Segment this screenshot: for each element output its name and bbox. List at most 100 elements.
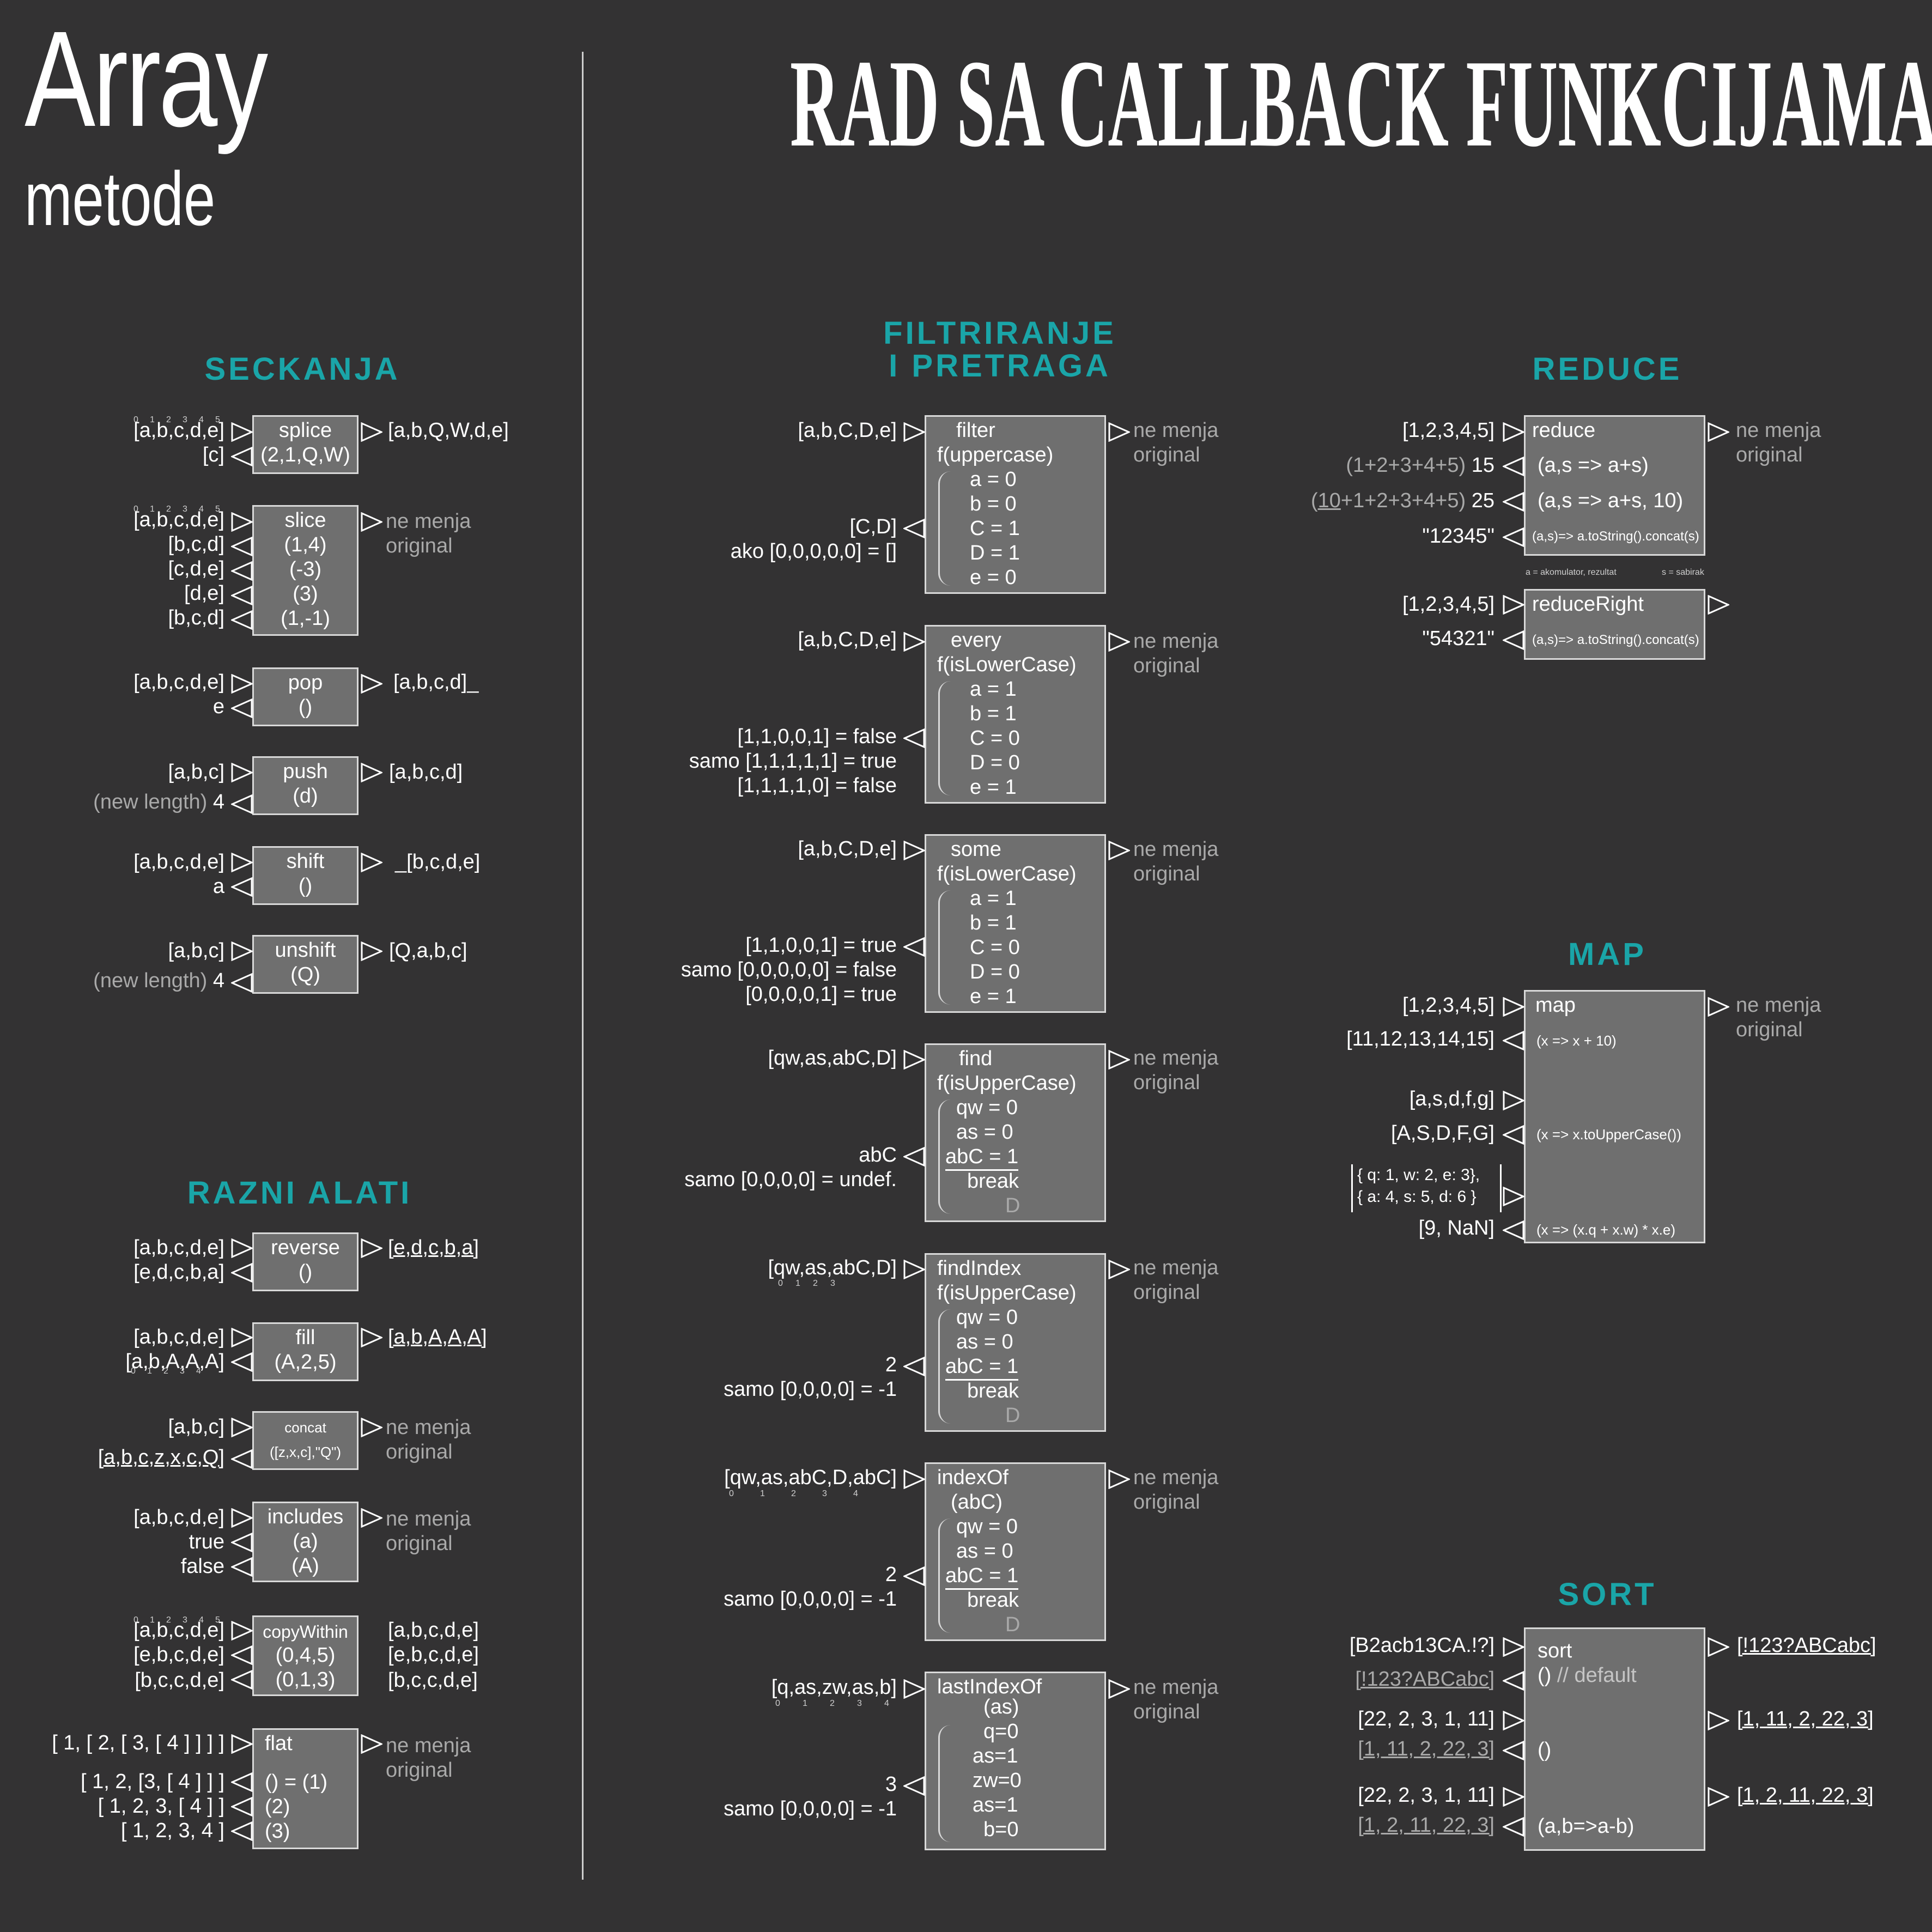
unshift-new-length: 4 [212, 969, 224, 992]
arrow-right-icon [231, 1418, 253, 1437]
note-line: original [1133, 1700, 1200, 1723]
index-digit: 1 [147, 1366, 152, 1376]
includes-box: includes (a) (A) [252, 1502, 359, 1582]
arrow-left-icon [231, 447, 253, 466]
arrow-left-icon [231, 1772, 253, 1792]
sort-result-left-3: [1, 2, 11, 22, 3] [1358, 1814, 1494, 1837]
flat-input: [ 1, [ 2, [ 3, [ 4 ] ] ] ] [52, 1731, 224, 1754]
index-digit: 5 [215, 415, 220, 424]
arrow-right-icon [361, 674, 382, 694]
copywithin-input-2: [e,b,c,d,e] [133, 1643, 224, 1666]
map-in-3-line1: { q: 1, w: 2, e: 3}, [1357, 1166, 1480, 1184]
splice-output-left: [c] [202, 443, 224, 466]
heading-filtriranje-line1: FILTRIRANJE [883, 315, 1116, 351]
shift-name: shift [286, 850, 325, 873]
copywithin-name: copyWithin [263, 1622, 348, 1642]
arrow-right-icon [231, 674, 253, 694]
note-line: ne menja [1736, 419, 1821, 442]
note-line: ne menja [1133, 1676, 1219, 1699]
copywithin-out-2: [e,b,c,d,e] [388, 1643, 479, 1666]
map-out-2: [A,S,D,F,G] [1390, 1122, 1494, 1145]
arrow-right-icon [1108, 841, 1130, 860]
map-out-3: [9, NaN] [1418, 1217, 1494, 1240]
slice-box: slice (1,4) (-3) (3) (1,-1) [252, 505, 359, 636]
sort-in-2: [22, 2, 3, 1, 11] [1358, 1708, 1494, 1730]
lastindexof-note: ne menja original [1133, 1675, 1218, 1724]
filter-brace [938, 471, 951, 586]
pop-name: pop [288, 671, 323, 694]
every-fn: f(isLowerCase) [937, 653, 1077, 676]
arrow-right-icon [231, 1328, 253, 1347]
filter-fn: f(uppercase) [937, 443, 1054, 466]
sort-fn-3: (a,b=>a-b) [1538, 1815, 1635, 1838]
sort-out-right-3: [1, 2, 11, 22, 3] [1737, 1783, 1874, 1808]
note-line: original [1133, 1071, 1200, 1094]
findindex-skipped: D [1005, 1404, 1020, 1427]
arrow-right-icon [361, 1508, 382, 1528]
arrow-right-icon [903, 1679, 925, 1699]
findindex-box: findIndex f(isUpperCase) qw = 0 as = 0 a… [925, 1253, 1106, 1432]
some-fn: f(isLowerCase) [937, 862, 1077, 885]
arrow-left-icon [903, 1566, 925, 1586]
map-in-3-line2: { a: 4, s: 5, d: 6 } [1357, 1188, 1477, 1206]
findindex-item-match: abC = 1 [945, 1354, 1019, 1381]
find-box: find f(isUpperCase) qw = 0 as = 0 abC = … [925, 1043, 1106, 1222]
map-fn-2: (x => x.toUpperCase()) [1536, 1126, 1681, 1143]
note-line: ne menja [1133, 630, 1219, 653]
lastindexof-item: zw=0 [973, 1769, 1022, 1792]
index-digit: 3 [822, 1489, 827, 1498]
some-item: e = 1 [970, 985, 1017, 1008]
note-line: original [386, 1532, 453, 1555]
heading-filtriranje: FILTRIRANJE I PRETRAGA [850, 317, 1150, 382]
map-in-2: [a,s,d,f,g] [1409, 1087, 1494, 1110]
indexof-item-match: abC = 1 [945, 1564, 1019, 1590]
index-digit: 3 [183, 505, 187, 514]
reduce-legend-s: s = sabirak [1662, 568, 1704, 577]
array-title: Array [25, 3, 268, 155]
heading-filtriranje-line2: I PRETRAGA [889, 348, 1111, 384]
arrow-right-icon [1108, 1679, 1130, 1699]
reduce-expr-1: (1+2+3+4+5) [1346, 454, 1466, 477]
flat-out-2: [ 1, 2, 3, [ 4 ] ] [98, 1795, 224, 1818]
filter-item: b = 0 [970, 493, 1017, 515]
arrow-left-icon [1503, 630, 1524, 650]
splice-box: splice (2,1,Q,W) [252, 415, 359, 474]
lastindexof-box: lastIndexOf (as) q=0 as=1 zw=0 as=1 b=0 [925, 1672, 1106, 1850]
unshift-box: unshift (Q) [252, 935, 359, 994]
find-note: ne menja original [1133, 1046, 1218, 1095]
lastindexof-item: as=1 [973, 1794, 1018, 1816]
arrow-left-icon [1503, 1031, 1524, 1050]
copywithin-input-1: [a,b,c,d,e] [133, 1619, 224, 1642]
index-digit: 0 [775, 1699, 780, 1708]
every-item: e = 1 [970, 776, 1017, 799]
reduce-expr-2: (10+1+2+3+4+5) [1311, 489, 1466, 512]
find-fn: f(isUpperCase) [937, 1072, 1077, 1095]
copywithin-input-3: [b,c,c,d,e] [135, 1669, 224, 1692]
flat-out-3: [ 1, 2, 3, 4 ] [120, 1819, 224, 1842]
arrow-right-icon [361, 1328, 382, 1347]
concat-args: ([z,x,c],"Q") [269, 1444, 342, 1460]
find-out-2: samo [0,0,0,0] = undef. [684, 1168, 897, 1191]
arrow-left-icon [231, 561, 253, 581]
arrow-right-icon [1708, 595, 1729, 615]
reverse-output-left: [e,d,c,b,a] [133, 1261, 224, 1284]
flat-note: ne menja original [386, 1734, 471, 1783]
pop-args: () [298, 696, 313, 719]
filter-out-1: [C,D] [849, 515, 897, 538]
some-out-2: samo [0,0,0,0,0] = false [681, 958, 897, 981]
index-digit: 1 [150, 415, 155, 424]
indexof-fn: (abC) [951, 1491, 1003, 1514]
note-line: original [386, 534, 453, 557]
arrow-right-icon [361, 1238, 382, 1258]
unshift-name: unshift [275, 939, 336, 962]
arrow-left-icon [1503, 1817, 1524, 1837]
slice-arg-2: (-3) [289, 558, 322, 581]
index-digit: 0 [133, 415, 138, 424]
find-item: qw = 0 [956, 1096, 1018, 1119]
copywithin-box: copyWithin (0,4,5) (0,1,3) [252, 1615, 359, 1696]
findindex-input: [qw,as,abC,D] [768, 1256, 897, 1279]
arrow-right-icon [361, 422, 382, 442]
reverse-name: reverse [271, 1236, 340, 1259]
concat-output-left: [a,b,c,z,x,c,Q] [98, 1445, 224, 1470]
arrow-left-icon [903, 1776, 925, 1796]
